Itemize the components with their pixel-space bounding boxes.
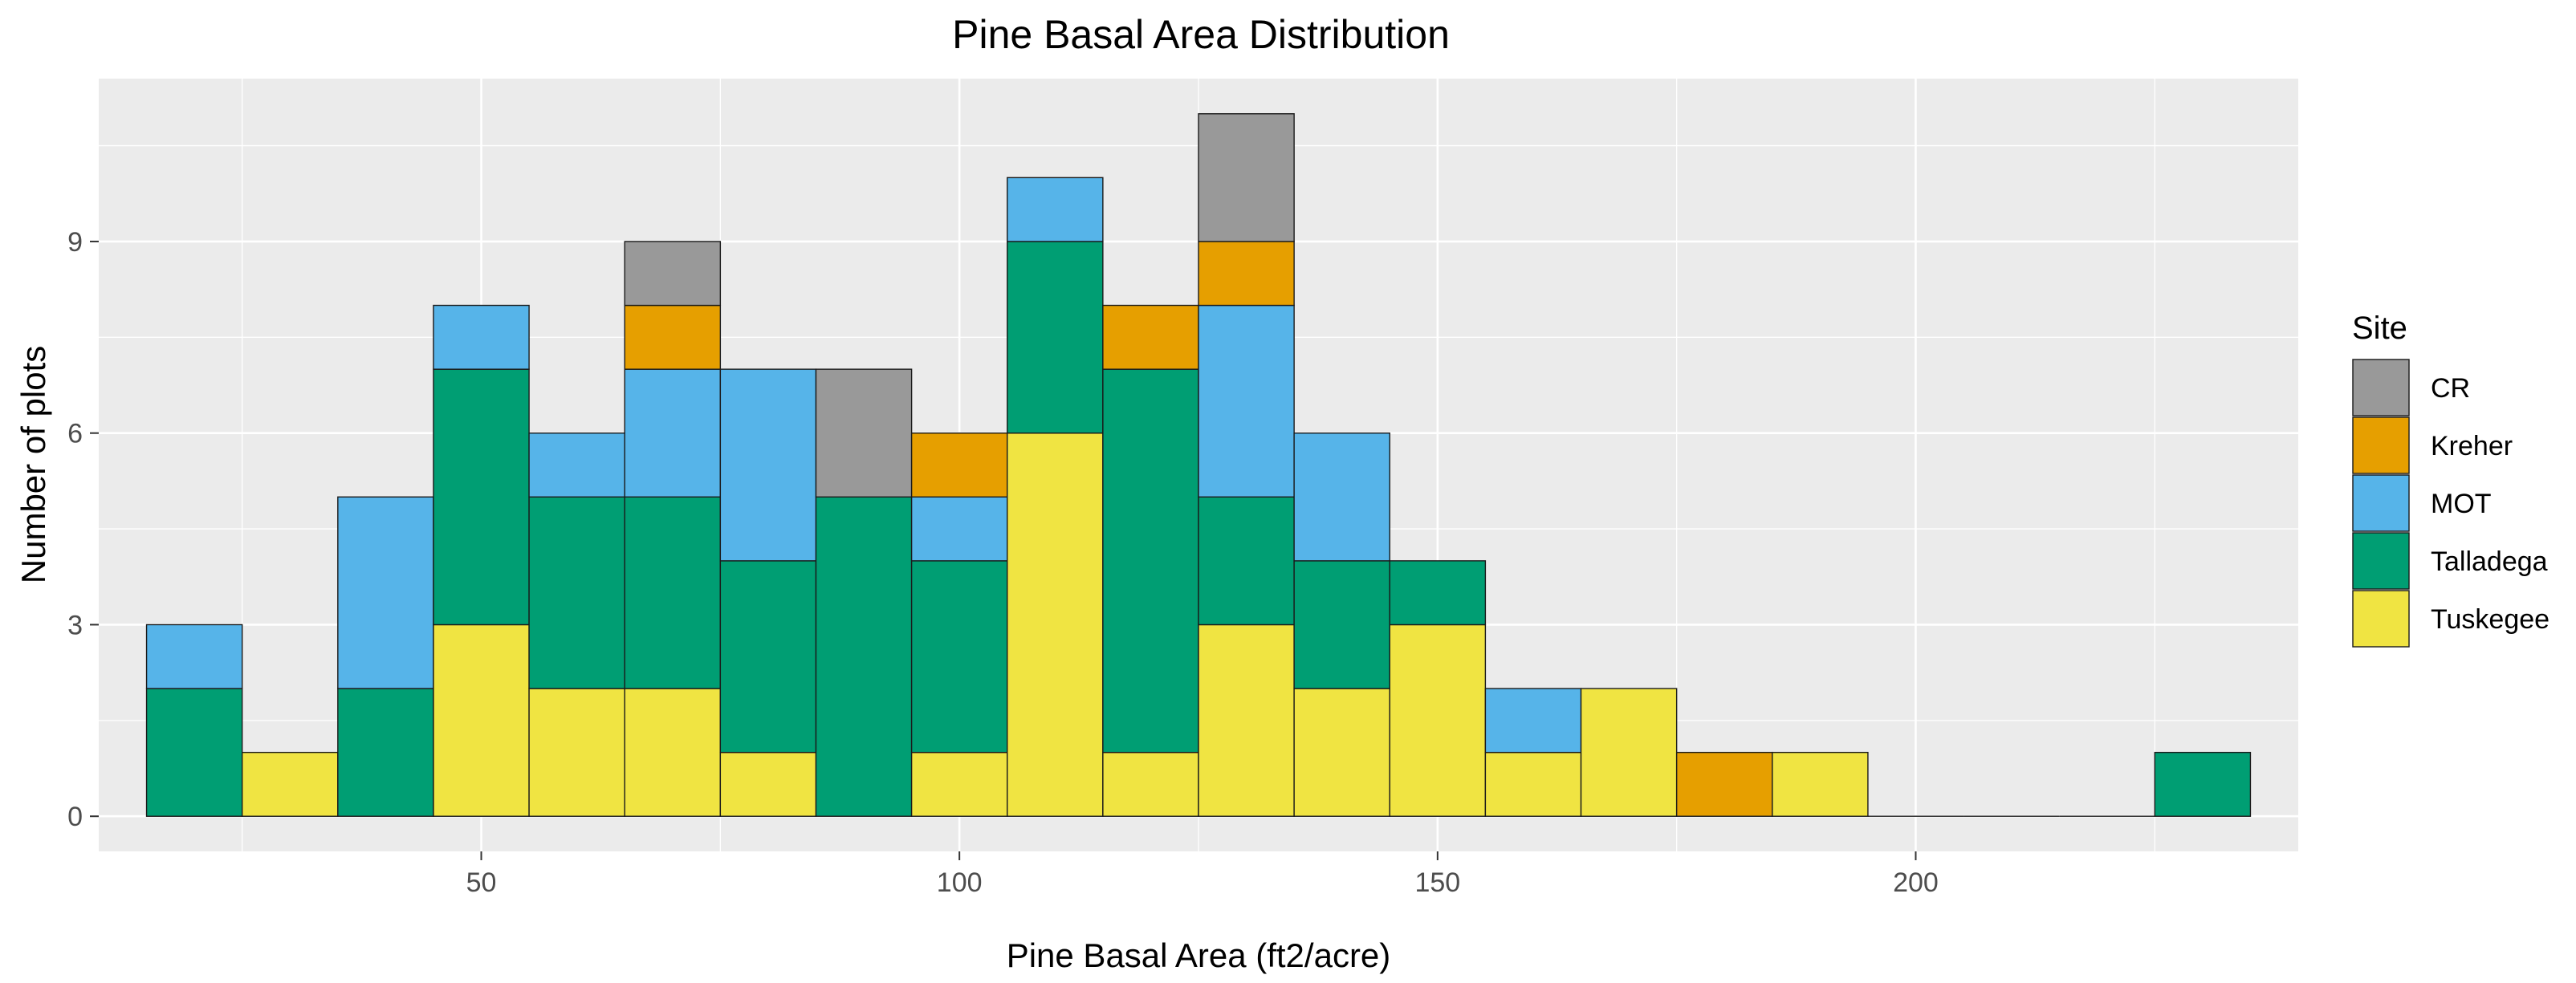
- y-axis-title: Number of plots: [14, 346, 52, 583]
- bar-segment-talladega: [624, 496, 722, 689]
- legend-swatch-tuskegee: [2352, 590, 2410, 648]
- bar-segment-mot: [1007, 177, 1104, 242]
- bars: [145, 113, 2252, 817]
- legend-swatch-kreher: [2352, 416, 2410, 474]
- bar-segment-mot: [337, 496, 434, 689]
- x-tick-label: 200: [1893, 867, 1939, 898]
- bar-segment-kreher: [1102, 304, 1199, 370]
- bar-segment-mot: [1293, 433, 1390, 562]
- bar-segment-talladega: [1007, 241, 1104, 434]
- bar-segment-mot: [528, 433, 625, 498]
- bar-segment-talladega: [2154, 751, 2252, 817]
- bar-segment-tuskegee: [1007, 433, 1104, 817]
- bar-segment-tuskegee: [910, 751, 1008, 817]
- bar-segment-talladega: [528, 496, 625, 689]
- bar-segment-tuskegee: [1389, 624, 1487, 817]
- bar-segment-kreher: [624, 304, 722, 370]
- bar-segment-tuskegee: [1102, 751, 1199, 817]
- x-axis-title: Pine Basal Area (ft2/acre): [1007, 936, 1391, 974]
- legend-label-tuskegee: Tuskegee: [2431, 604, 2550, 635]
- bar-segment-talladega: [910, 560, 1008, 753]
- y-tick-label: 6: [67, 419, 83, 449]
- bar-segment-talladega: [815, 496, 913, 817]
- legend-label-kreher: Kreher: [2431, 431, 2513, 461]
- x-tick-label: 100: [937, 867, 983, 898]
- bar-segment-kreher: [1198, 241, 1295, 307]
- bar-segment-tuskegee: [1580, 688, 1678, 817]
- y-tick-label: 9: [67, 227, 83, 258]
- legend-label-talladega: Talladega: [2431, 546, 2548, 577]
- bar-segment-tuskegee: [241, 751, 339, 817]
- bar-segment-mot: [145, 624, 243, 689]
- bar-segment-tuskegee: [1484, 751, 1582, 817]
- bar-segment-mot: [1484, 688, 1582, 753]
- x-axis: 50 100 150 200: [466, 851, 1939, 898]
- bar-segment-cr: [815, 368, 913, 498]
- bar-segment-tuskegee: [719, 751, 817, 817]
- legend: Site CR Kreher MOT Talladega Tuskegee: [2352, 311, 2550, 648]
- bar-segment-kreher: [910, 433, 1008, 498]
- legend-label-mot: MOT: [2431, 489, 2492, 519]
- bar-segment-tuskegee: [433, 624, 530, 817]
- bar-segment-mot: [910, 496, 1008, 562]
- legend-swatch-talladega: [2352, 532, 2410, 590]
- x-tick-label: 50: [466, 867, 497, 898]
- x-tick-label: 150: [1414, 867, 1460, 898]
- legend-title: Site: [2352, 311, 2407, 346]
- bar-segment-cr: [624, 241, 722, 307]
- chart-title: Pine Basal Area Distribution: [952, 12, 1450, 57]
- bar-segment-talladega: [1293, 560, 1390, 689]
- bar-segment-talladega: [433, 368, 530, 626]
- bar-segment-talladega: [719, 560, 817, 753]
- y-axis: 0 3 6 9: [67, 227, 99, 832]
- bar-segment-talladega: [337, 688, 434, 817]
- y-tick-label: 3: [67, 610, 83, 640]
- y-tick-label: 0: [67, 802, 83, 832]
- bar-segment-cr: [1198, 113, 1295, 242]
- legend-swatch-mot: [2352, 474, 2410, 532]
- bar-segment-mot: [433, 304, 530, 370]
- bar-segment-tuskegee: [1198, 624, 1295, 817]
- bar-segment-mot: [624, 368, 722, 498]
- bar-segment-talladega: [1389, 560, 1487, 626]
- bar-segment-tuskegee: [1772, 751, 1869, 817]
- bar-segment-tuskegee: [528, 688, 625, 817]
- bar-segment-kreher: [1675, 751, 1773, 817]
- legend-swatch-cr: [2352, 359, 2410, 416]
- bar-segment-mot: [719, 368, 817, 562]
- bar-segment-talladega: [1198, 496, 1295, 626]
- bar-segment-talladega: [1102, 368, 1199, 753]
- bar-segment-talladega: [145, 688, 243, 817]
- bar-segment-mot: [1198, 304, 1295, 498]
- bar-segment-tuskegee: [1293, 688, 1390, 817]
- bar-segment-tuskegee: [624, 688, 722, 817]
- legend-label-cr: CR: [2431, 373, 2470, 404]
